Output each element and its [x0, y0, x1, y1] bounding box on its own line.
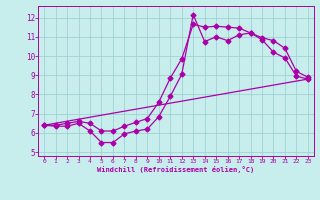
X-axis label: Windchill (Refroidissement éolien,°C): Windchill (Refroidissement éolien,°C): [97, 166, 255, 173]
